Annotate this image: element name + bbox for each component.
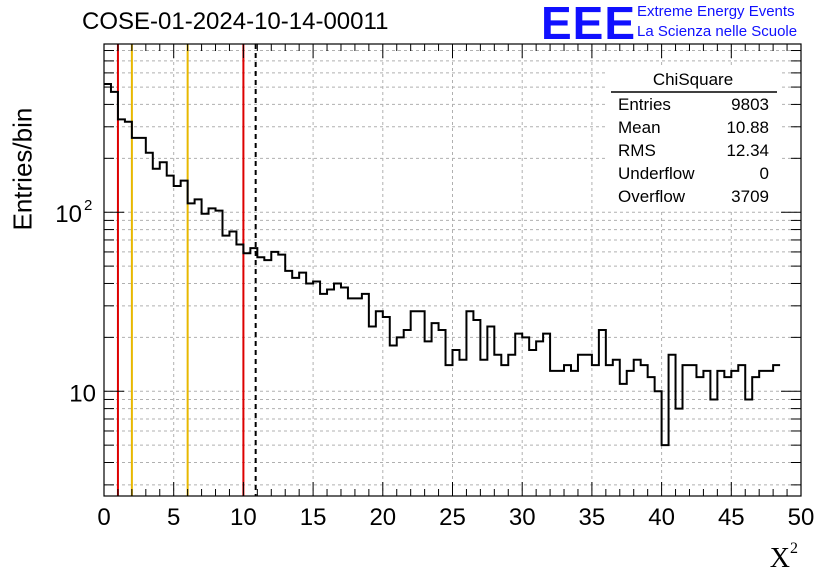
x-axis-label-exponent: 2 — [790, 540, 798, 557]
x-axis-label: X2 — [770, 540, 798, 575]
eee-logo: EEE — [541, 0, 637, 49]
x-tick-label: 35 — [579, 504, 606, 531]
histogram-line — [104, 83, 781, 447]
x-tick-label: 0 — [97, 504, 110, 531]
y-tick-label: 10 — [69, 380, 96, 407]
stats-row-value: 10.88 — [726, 118, 769, 137]
stats-row-value: 12.34 — [726, 141, 769, 160]
y-tick-label: 10 — [55, 201, 82, 228]
stats-row-label: RMS — [618, 141, 656, 160]
y-tick-label-exponent: 2 — [84, 197, 92, 214]
x-tick-label: 20 — [369, 504, 396, 531]
stats-row-value: 3709 — [731, 187, 769, 206]
x-tick-label: 5 — [167, 504, 180, 531]
marker-lines — [116, 44, 257, 496]
x-axis-label-base: X — [769, 543, 790, 574]
chart-title: COSE-01-2024-10-14-00011 — [82, 8, 389, 35]
stats-row-label: Overflow — [618, 187, 686, 206]
x-tick-label: 25 — [439, 504, 466, 531]
stats-row-label: Underflow — [618, 164, 695, 183]
histogram-series — [104, 83, 781, 447]
stats-row-label: Entries — [618, 95, 671, 114]
stats-row-label: Mean — [618, 118, 661, 137]
logo-line2: La Scienza nelle Scuole — [637, 23, 798, 40]
x-tick-label: 15 — [300, 504, 327, 531]
x-tick-label: 50 — [788, 504, 815, 531]
x-tick-label: 10 — [230, 504, 257, 531]
stats-row-value: 0 — [760, 164, 769, 183]
logo-line1: Extreme Energy Events — [637, 3, 795, 20]
stats-box-title: ChiSquare — [653, 70, 733, 89]
x-tick-label: 30 — [509, 504, 536, 531]
x-tick-label: 45 — [718, 504, 745, 531]
grid-lines — [104, 44, 801, 496]
stats-box: ChiSquare Entries 9803 Mean 10.88 RMS 12.34 Und… — [606, 68, 780, 210]
x-tick-label: 40 — [648, 504, 675, 531]
stats-row-value: 9803 — [731, 95, 769, 114]
